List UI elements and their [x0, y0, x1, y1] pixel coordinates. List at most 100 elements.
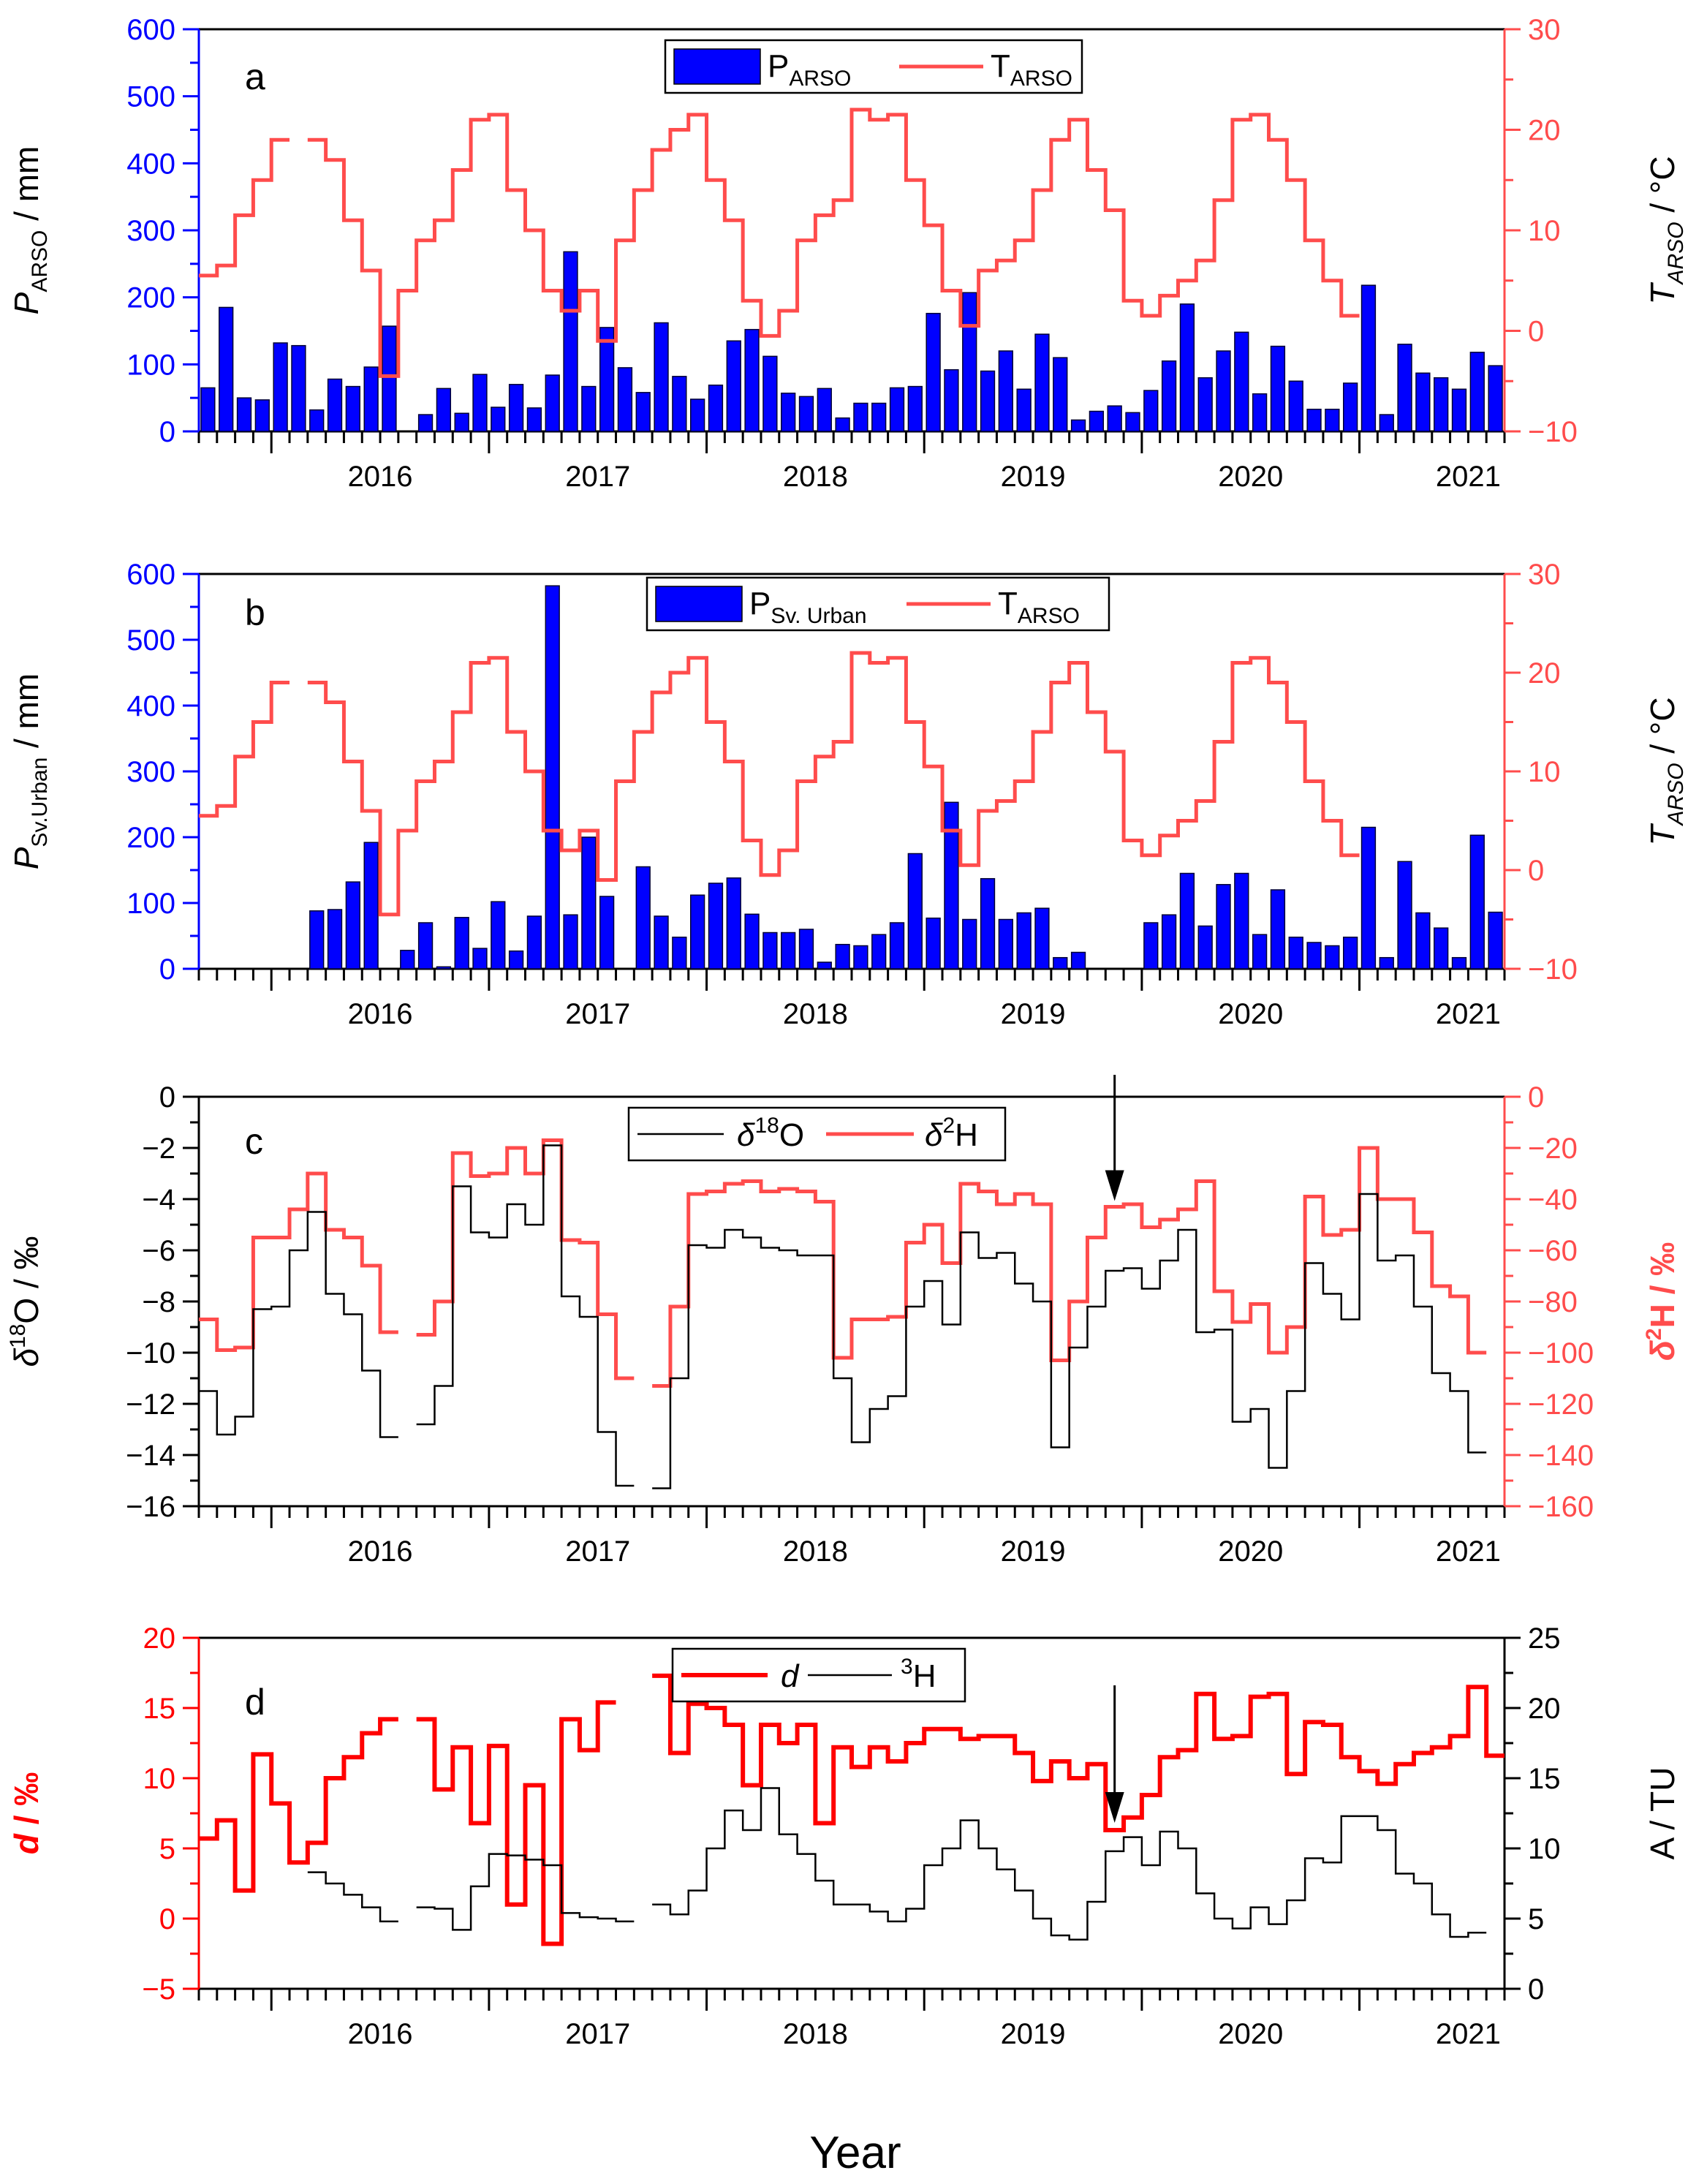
x-axis-title: Year: [809, 2128, 901, 2178]
precip-bar: [345, 881, 361, 970]
y-right-tick-label: 20: [1528, 1693, 1561, 1725]
precip-bar: [236, 397, 252, 432]
y-left-tick-label: 600: [126, 14, 175, 46]
precip-bar: [327, 909, 343, 970]
y-right-tick-label: 10: [1528, 756, 1561, 788]
precip-bar: [1360, 284, 1377, 432]
legend-label-d18O: δ18O: [737, 1114, 804, 1153]
x-tick-label: 2019: [1001, 461, 1066, 493]
y-right-tick-label: 30: [1528, 559, 1561, 591]
y-left-tick-label: 200: [126, 282, 175, 314]
precip-bar: [1252, 393, 1268, 432]
precip-bar: [563, 914, 578, 970]
panel-letter: d: [245, 1682, 265, 1723]
precip-bar: [853, 402, 868, 432]
precip-bar: [1434, 927, 1449, 970]
precip-bar: [309, 910, 325, 970]
y-left-tick-label: −6: [142, 1235, 175, 1267]
precip-bar: [581, 836, 597, 970]
precip-bar: [400, 950, 415, 970]
precip-bar: [1415, 372, 1431, 432]
precip-bar: [762, 355, 778, 432]
y-left-tick-label: −2: [142, 1133, 175, 1165]
precip-bar: [708, 385, 724, 432]
precip-bar: [690, 894, 705, 970]
x-tick-label: 2016: [348, 998, 413, 1030]
precip-bar: [1360, 826, 1377, 970]
precip-bar: [1034, 333, 1050, 432]
x-tick-label: 2018: [783, 998, 848, 1030]
chart-panel-d: 2016 2017 2018 2019 2020 2021 −5 0 5 10 15 20 0 5 10 15…: [7, 1622, 1681, 2050]
y-left-tick-label: 300: [126, 756, 175, 788]
precip-bar: [726, 877, 741, 970]
precip-bar: [563, 251, 578, 432]
precip-bar: [672, 376, 687, 432]
precip-bar: [907, 853, 923, 970]
precip-bar: [382, 325, 397, 432]
y-left-tick-label: 0: [159, 953, 175, 986]
y-left-axis-title: PSv.Urban / mm: [7, 673, 52, 870]
precip-bar: [581, 385, 597, 432]
y-right-tick-label: 0: [1528, 855, 1544, 887]
precip-bar: [672, 937, 687, 970]
x-tick-label: 2021: [1436, 1535, 1501, 1568]
precip-bar: [545, 374, 560, 432]
y-right-axis-title: δ2H / ‰: [1642, 1242, 1681, 1361]
precip-bar: [1306, 942, 1322, 970]
precip-bar: [871, 402, 887, 432]
precip-bar: [309, 409, 325, 432]
y-left-tick-label: 0: [159, 1081, 175, 1114]
precip-bar: [1216, 350, 1231, 432]
y-left-tick-label: 20: [143, 1622, 176, 1655]
x-tick-label: 2017: [565, 2018, 630, 2050]
y-right-tick-label: 25: [1528, 1622, 1561, 1655]
legend: δ18O δ2H: [627, 1106, 1007, 1162]
y-left-tick-label: −8: [142, 1286, 175, 1318]
precip-bar: [472, 948, 488, 970]
d18O-line: [199, 1144, 1487, 1489]
y-left-tick-label: 15: [143, 1693, 176, 1725]
y-left-tick-label: 10: [143, 1763, 176, 1795]
tritium-line: [307, 1787, 1487, 1941]
precip-bar: [889, 922, 905, 970]
precip-bar: [944, 369, 959, 432]
precip-bar: [1234, 872, 1249, 970]
precip-bar: [654, 915, 669, 970]
y-left-tick-label: −14: [126, 1440, 175, 1472]
precip-bar: [1434, 377, 1449, 432]
precip-bar: [417, 414, 434, 432]
precip-bar: [835, 943, 850, 970]
precip-bar: [273, 342, 288, 432]
precip-bar: [1252, 934, 1268, 970]
y-left-tick-label: 0: [159, 1903, 175, 1935]
x-tick-label: 2018: [783, 461, 848, 493]
y-right-tick-label: −140: [1528, 1440, 1594, 1472]
precip-bar: [363, 842, 379, 970]
y-left-tick-label: 200: [126, 822, 175, 854]
precip-bar: [436, 966, 452, 970]
precip-bar: [1143, 922, 1159, 970]
precip-bar: [491, 407, 506, 432]
precip-bar: [1343, 937, 1358, 970]
precip-bar: [1270, 345, 1286, 432]
y-right-tick-label: 20: [1528, 115, 1561, 147]
precip-bar: [635, 392, 651, 432]
y-right-tick-label: −160: [1528, 1491, 1594, 1523]
precip-bar: [1016, 388, 1032, 432]
precip-bar: [980, 877, 996, 970]
precip-bar: [817, 388, 832, 432]
x-tick-label: 2017: [565, 461, 630, 493]
y-right-tick-label: −10: [1528, 416, 1578, 448]
y-left-tick-label: 300: [126, 215, 175, 247]
legend-label-d2H: δ2H: [925, 1114, 978, 1153]
x-tick-label: 2016: [348, 461, 413, 493]
precip-bar: [1397, 344, 1412, 432]
temperature-line: [199, 651, 1360, 917]
precip-bar: [545, 585, 560, 970]
y-right-axis-title: A / TU: [1643, 1767, 1681, 1860]
legend-label-temperature: TARSO: [998, 586, 1080, 628]
precip-bar: [363, 366, 379, 432]
precip-bar: [1125, 412, 1140, 432]
y-right-axis-title: TARSO / °C: [1643, 156, 1688, 304]
y-right-tick-label: 0: [1528, 316, 1544, 348]
